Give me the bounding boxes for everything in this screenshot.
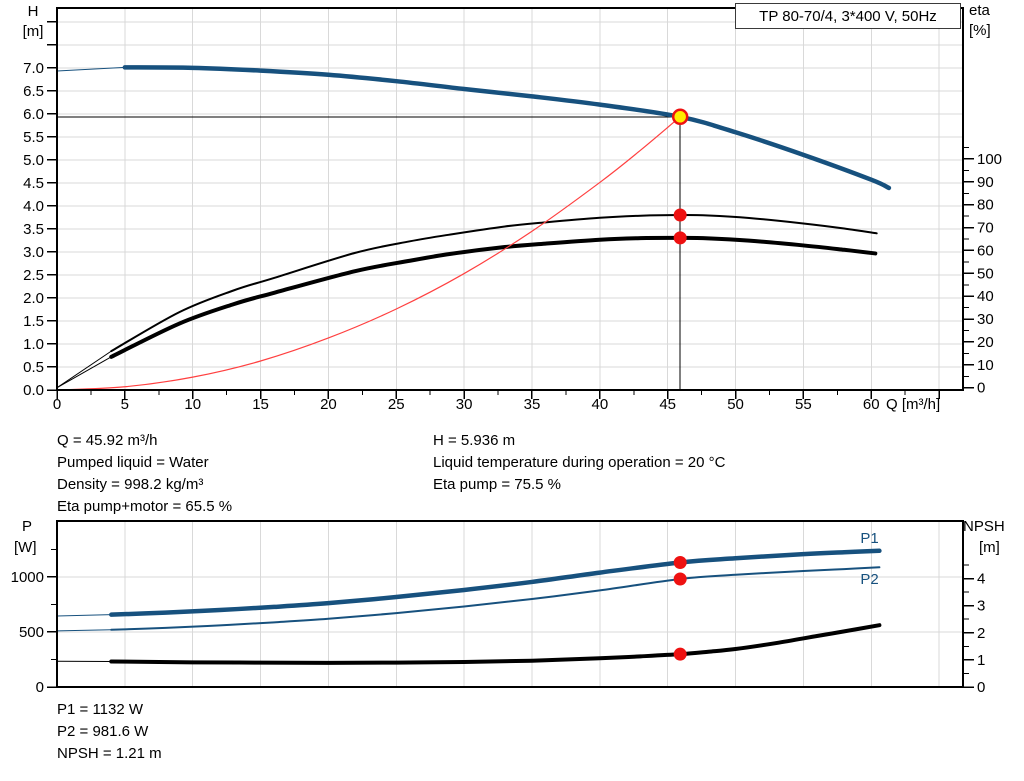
svg-text:4: 4 xyxy=(977,571,985,588)
svg-text:2: 2 xyxy=(977,625,985,642)
qh-curve-lead xyxy=(56,66,126,72)
svg-text:0: 0 xyxy=(36,679,44,696)
svg-text:1.5: 1.5 xyxy=(23,313,44,330)
svg-text:60: 60 xyxy=(977,242,994,259)
svg-text:5: 5 xyxy=(121,396,129,413)
bottom-right-axis-unit: [m] xyxy=(979,539,1000,556)
svg-text:1.0: 1.0 xyxy=(23,336,44,353)
svg-text:10: 10 xyxy=(977,357,994,374)
svg-text:10: 10 xyxy=(184,396,201,413)
qh-curve xyxy=(122,65,892,191)
svg-text:40: 40 xyxy=(977,288,994,305)
svg-text:4.5: 4.5 xyxy=(23,175,44,192)
info-liquid-temp: Liquid temperature during operation = 20… xyxy=(433,454,726,471)
svg-text:35: 35 xyxy=(524,396,541,413)
svg-text:80: 80 xyxy=(977,197,994,214)
curve-point-marker xyxy=(673,647,687,661)
p2-curve xyxy=(110,566,881,631)
svg-text:2.0: 2.0 xyxy=(23,290,44,307)
info-npsh: NPSH = 1.21 m xyxy=(57,745,162,762)
bottom-left-axis-title: P xyxy=(21,518,32,535)
qh-eta-chart: 0 5 10 15 20 25 30 35 40 45 50 55 60 Q [m³/h] 0.0 0.5 1.… xyxy=(23,7,1002,413)
curve-point-marker xyxy=(673,572,687,586)
npsh-curve xyxy=(109,623,882,665)
pump-title-box: TP 80-70/4, 3*400 V, 50Hz xyxy=(735,3,961,29)
svg-text:P1: P1 xyxy=(860,530,878,547)
svg-text:4.0: 4.0 xyxy=(23,198,44,215)
info-p2: P2 = 981.6 W xyxy=(57,723,149,740)
curve-point-marker xyxy=(673,231,687,245)
svg-text:90: 90 xyxy=(977,174,994,191)
curve-point-marker xyxy=(673,555,687,569)
info-eta-pump: Eta pump = 75.5 % xyxy=(433,476,561,493)
power-npsh-chart: P1 P2 0 500 1000 0 1 2 3 4 xyxy=(11,520,985,696)
top-right-axis-unit: [%] xyxy=(969,22,991,39)
svg-text:0.0: 0.0 xyxy=(23,382,44,399)
info-pumped-liquid: Pumped liquid = Water xyxy=(57,454,209,471)
svg-text:50: 50 xyxy=(977,265,994,282)
duty-point-marker xyxy=(671,108,689,126)
svg-text:0: 0 xyxy=(977,679,985,696)
svg-text:60: 60 xyxy=(863,396,880,413)
svg-text:3.5: 3.5 xyxy=(23,221,44,238)
svg-text:40: 40 xyxy=(591,396,608,413)
svg-text:30: 30 xyxy=(977,311,994,328)
svg-text:5.0: 5.0 xyxy=(23,152,44,169)
svg-text:20: 20 xyxy=(320,396,337,413)
top-left-axis-unit: [m] xyxy=(22,23,44,40)
svg-text:0: 0 xyxy=(53,396,61,413)
top-left-axis-title: H xyxy=(27,3,39,20)
svg-text:50: 50 xyxy=(727,396,744,413)
svg-text:25: 25 xyxy=(388,396,405,413)
p1-curve xyxy=(109,548,882,617)
svg-text:15: 15 xyxy=(252,396,269,413)
eta-pump-motor-curve xyxy=(109,235,878,359)
svg-text:1000: 1000 xyxy=(11,569,44,586)
svg-text:6.0: 6.0 xyxy=(23,106,44,123)
svg-text:2.5: 2.5 xyxy=(23,267,44,284)
info-eta-pump-motor: Eta pump+motor = 65.5 % xyxy=(57,498,233,515)
svg-text:70: 70 xyxy=(977,220,994,237)
svg-text:55: 55 xyxy=(795,396,812,413)
svg-text:0.5: 0.5 xyxy=(23,359,44,376)
svg-text:20: 20 xyxy=(977,334,994,351)
svg-text:5.5: 5.5 xyxy=(23,129,44,146)
svg-text:P2: P2 xyxy=(860,571,878,588)
bottom-right-axis-title: NPSH xyxy=(963,518,1005,535)
info-p1: P1 = 1132 W xyxy=(57,701,144,718)
svg-text:45: 45 xyxy=(659,396,676,413)
bottom-left-axis-unit: [W] xyxy=(14,539,37,556)
eta-pump-curve xyxy=(110,213,878,353)
svg-text:7.0: 7.0 xyxy=(23,60,44,77)
info-h: H = 5.936 m xyxy=(433,432,516,449)
svg-text:0: 0 xyxy=(977,380,985,397)
svg-text:30: 30 xyxy=(456,396,473,413)
eta-pump-curve-lead xyxy=(56,350,112,389)
svg-text:6.5: 6.5 xyxy=(23,83,44,100)
info-q: Q = 45.92 m³/h xyxy=(57,432,158,449)
curve-point-marker xyxy=(673,208,687,222)
svg-text:100: 100 xyxy=(977,151,1002,168)
eta-pump-motor-curve-lead xyxy=(56,356,112,389)
p2-curve-lead xyxy=(56,629,112,632)
svg-text:3.0: 3.0 xyxy=(23,244,44,261)
svg-text:1: 1 xyxy=(977,652,985,669)
info-density: Density = 998.2 kg/m³ xyxy=(57,476,204,493)
p1-curve-lead xyxy=(56,614,112,617)
svg-text:3: 3 xyxy=(977,598,985,615)
svg-text:500: 500 xyxy=(19,624,44,641)
top-right-axis-title: eta xyxy=(969,2,990,19)
system-curve xyxy=(56,116,681,391)
svg-text:Q [m³/h]: Q [m³/h] xyxy=(886,396,940,413)
